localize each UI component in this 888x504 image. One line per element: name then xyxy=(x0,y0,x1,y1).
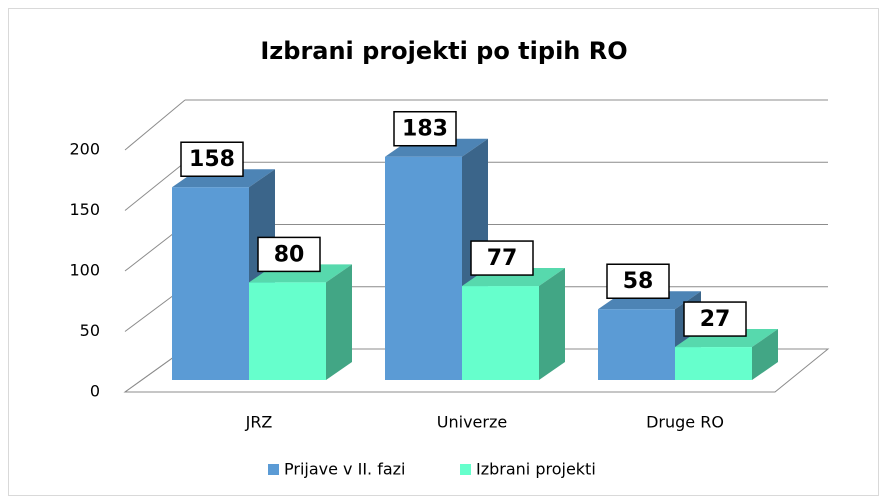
bar xyxy=(385,156,462,380)
value-label: 183 xyxy=(402,117,448,142)
bar xyxy=(598,309,675,380)
bar xyxy=(172,187,249,380)
bar xyxy=(675,347,752,380)
y-tick-label: 100 xyxy=(69,261,100,280)
y-tick-label: 50 xyxy=(80,321,100,340)
x-tick-label: Druge RO xyxy=(646,413,724,432)
legend-label: Prijave v II. fazi xyxy=(284,460,405,479)
value-label: 58 xyxy=(623,269,654,294)
legend-label: Izbrani projekti xyxy=(476,460,596,479)
legend-swatch xyxy=(268,464,279,475)
chart-title: Izbrani projekti po tipih RO xyxy=(260,37,627,65)
grid-line xyxy=(124,161,186,211)
value-label: 158 xyxy=(189,147,235,172)
y-tick-label: 200 xyxy=(69,140,100,159)
grid-line xyxy=(124,99,186,151)
bar-side xyxy=(752,329,778,380)
bar xyxy=(249,282,326,380)
value-label: 80 xyxy=(274,242,305,267)
value-label-box xyxy=(180,141,244,177)
y-tick-label: 150 xyxy=(69,200,100,219)
value-label-box xyxy=(257,236,321,273)
x-tick-label: Univerze xyxy=(437,413,507,432)
value-label-box xyxy=(470,240,534,276)
y-tick-label: 0 xyxy=(90,382,100,401)
x-tick-label: JRZ xyxy=(245,413,273,432)
bar-side xyxy=(326,264,352,380)
value-label-box xyxy=(606,263,670,299)
legend-swatch xyxy=(460,464,471,475)
bar-side xyxy=(539,268,565,380)
bar xyxy=(462,286,539,380)
value-label-box xyxy=(683,301,747,337)
value-label-box xyxy=(393,110,457,147)
value-label: 77 xyxy=(487,246,518,271)
value-label: 27 xyxy=(700,307,731,332)
